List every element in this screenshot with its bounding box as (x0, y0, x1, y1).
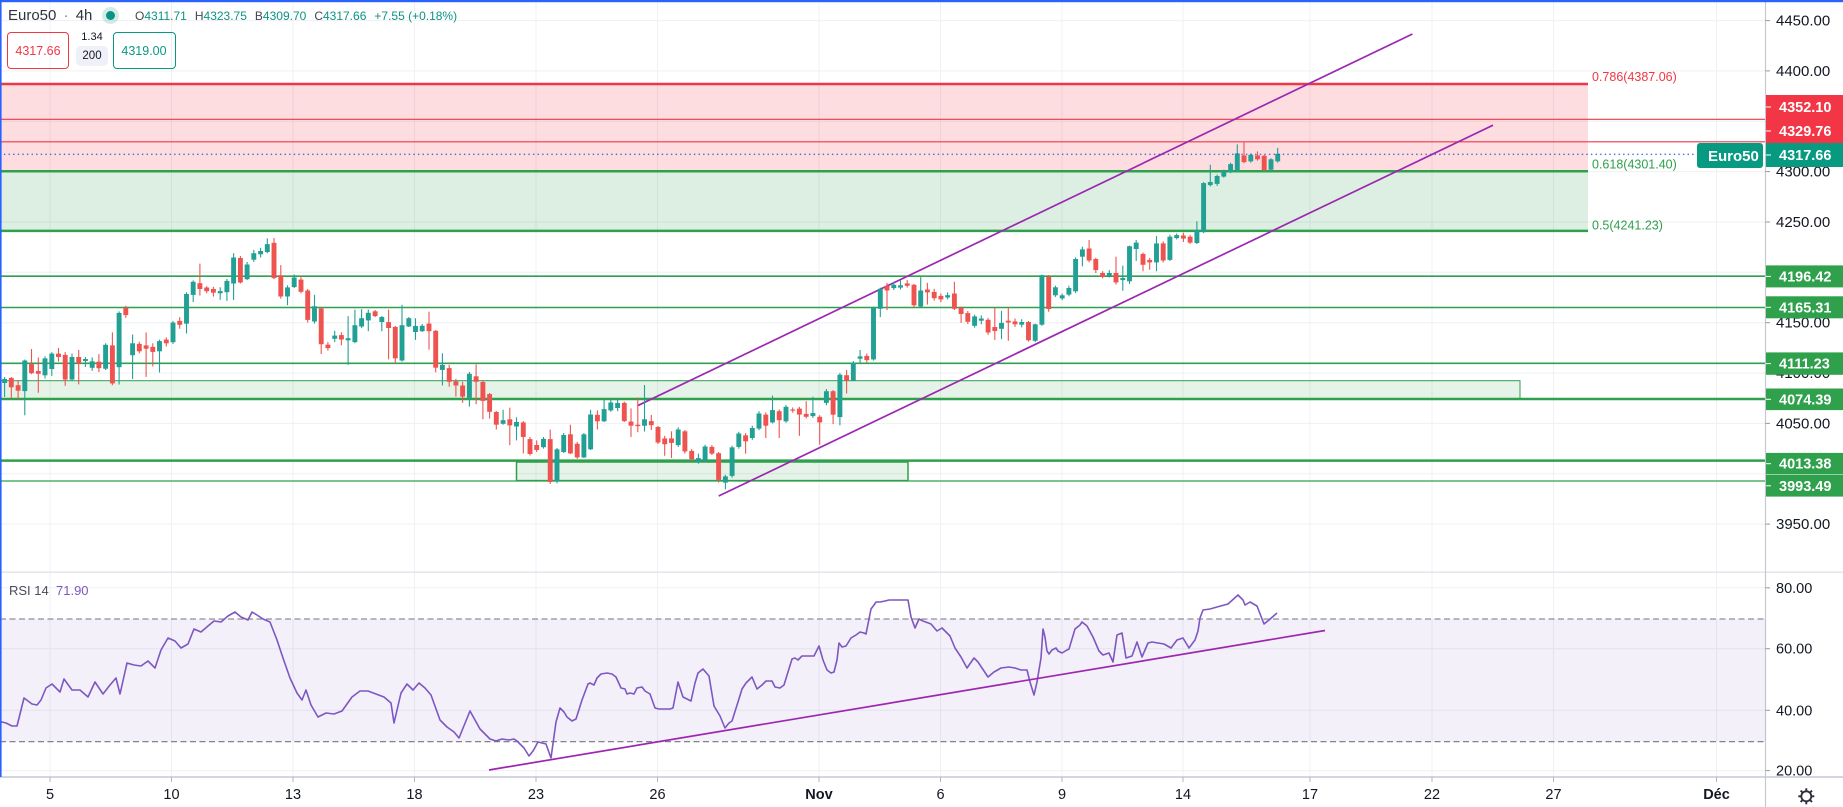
svg-text:4400.00: 4400.00 (1776, 63, 1830, 80)
svg-text:18: 18 (406, 787, 422, 803)
svg-text:Déc: Déc (1703, 787, 1730, 803)
svg-text:4050.00: 4050.00 (1776, 415, 1830, 432)
svg-text:4329.76: 4329.76 (1779, 124, 1831, 140)
svg-text:71.90: 71.90 (56, 583, 89, 598)
svg-text:4450.00: 4450.00 (1776, 13, 1830, 30)
svg-text:4196.42: 4196.42 (1779, 269, 1831, 285)
svg-text:RSI 14: RSI 14 (9, 583, 49, 598)
svg-text:4250.00: 4250.00 (1776, 214, 1830, 231)
svg-text:3993.49: 3993.49 (1779, 479, 1831, 495)
svg-text:9: 9 (1058, 787, 1066, 803)
svg-text:4013.38: 4013.38 (1779, 457, 1831, 473)
svg-text:13: 13 (285, 787, 301, 803)
svg-text:23: 23 (528, 787, 544, 803)
svg-text:5: 5 (46, 787, 54, 803)
svg-text:6: 6 (936, 787, 944, 803)
svg-text:4352.10: 4352.10 (1779, 100, 1831, 116)
svg-text:60.00: 60.00 (1776, 642, 1812, 658)
svg-text:26: 26 (649, 787, 665, 803)
svg-text:20.00: 20.00 (1776, 764, 1812, 780)
svg-text:22: 22 (1424, 787, 1440, 803)
svg-text:17: 17 (1302, 787, 1318, 803)
svg-text:14: 14 (1175, 787, 1191, 803)
svg-text:40.00: 40.00 (1776, 703, 1812, 719)
svg-text:0.5(4241.23): 0.5(4241.23) (1592, 219, 1663, 233)
svg-text:10: 10 (163, 787, 179, 803)
svg-text:3950.00: 3950.00 (1776, 516, 1830, 533)
svg-text:4165.31: 4165.31 (1779, 300, 1831, 316)
svg-text:0.618(4301.40): 0.618(4301.40) (1592, 158, 1677, 172)
svg-text:4300.00: 4300.00 (1776, 164, 1830, 181)
svg-text:Nov: Nov (805, 787, 832, 803)
svg-text:0.786(4387.06): 0.786(4387.06) (1592, 70, 1677, 84)
svg-text:4150.00: 4150.00 (1776, 315, 1830, 332)
svg-text:4317.66: 4317.66 (1779, 148, 1831, 164)
svg-text:80.00: 80.00 (1776, 581, 1812, 597)
svg-text:4074.39: 4074.39 (1779, 392, 1831, 408)
svg-text:27: 27 (1545, 787, 1561, 803)
svg-text:4111.23: 4111.23 (1779, 357, 1830, 373)
svg-text:Euro50: Euro50 (1708, 148, 1759, 165)
